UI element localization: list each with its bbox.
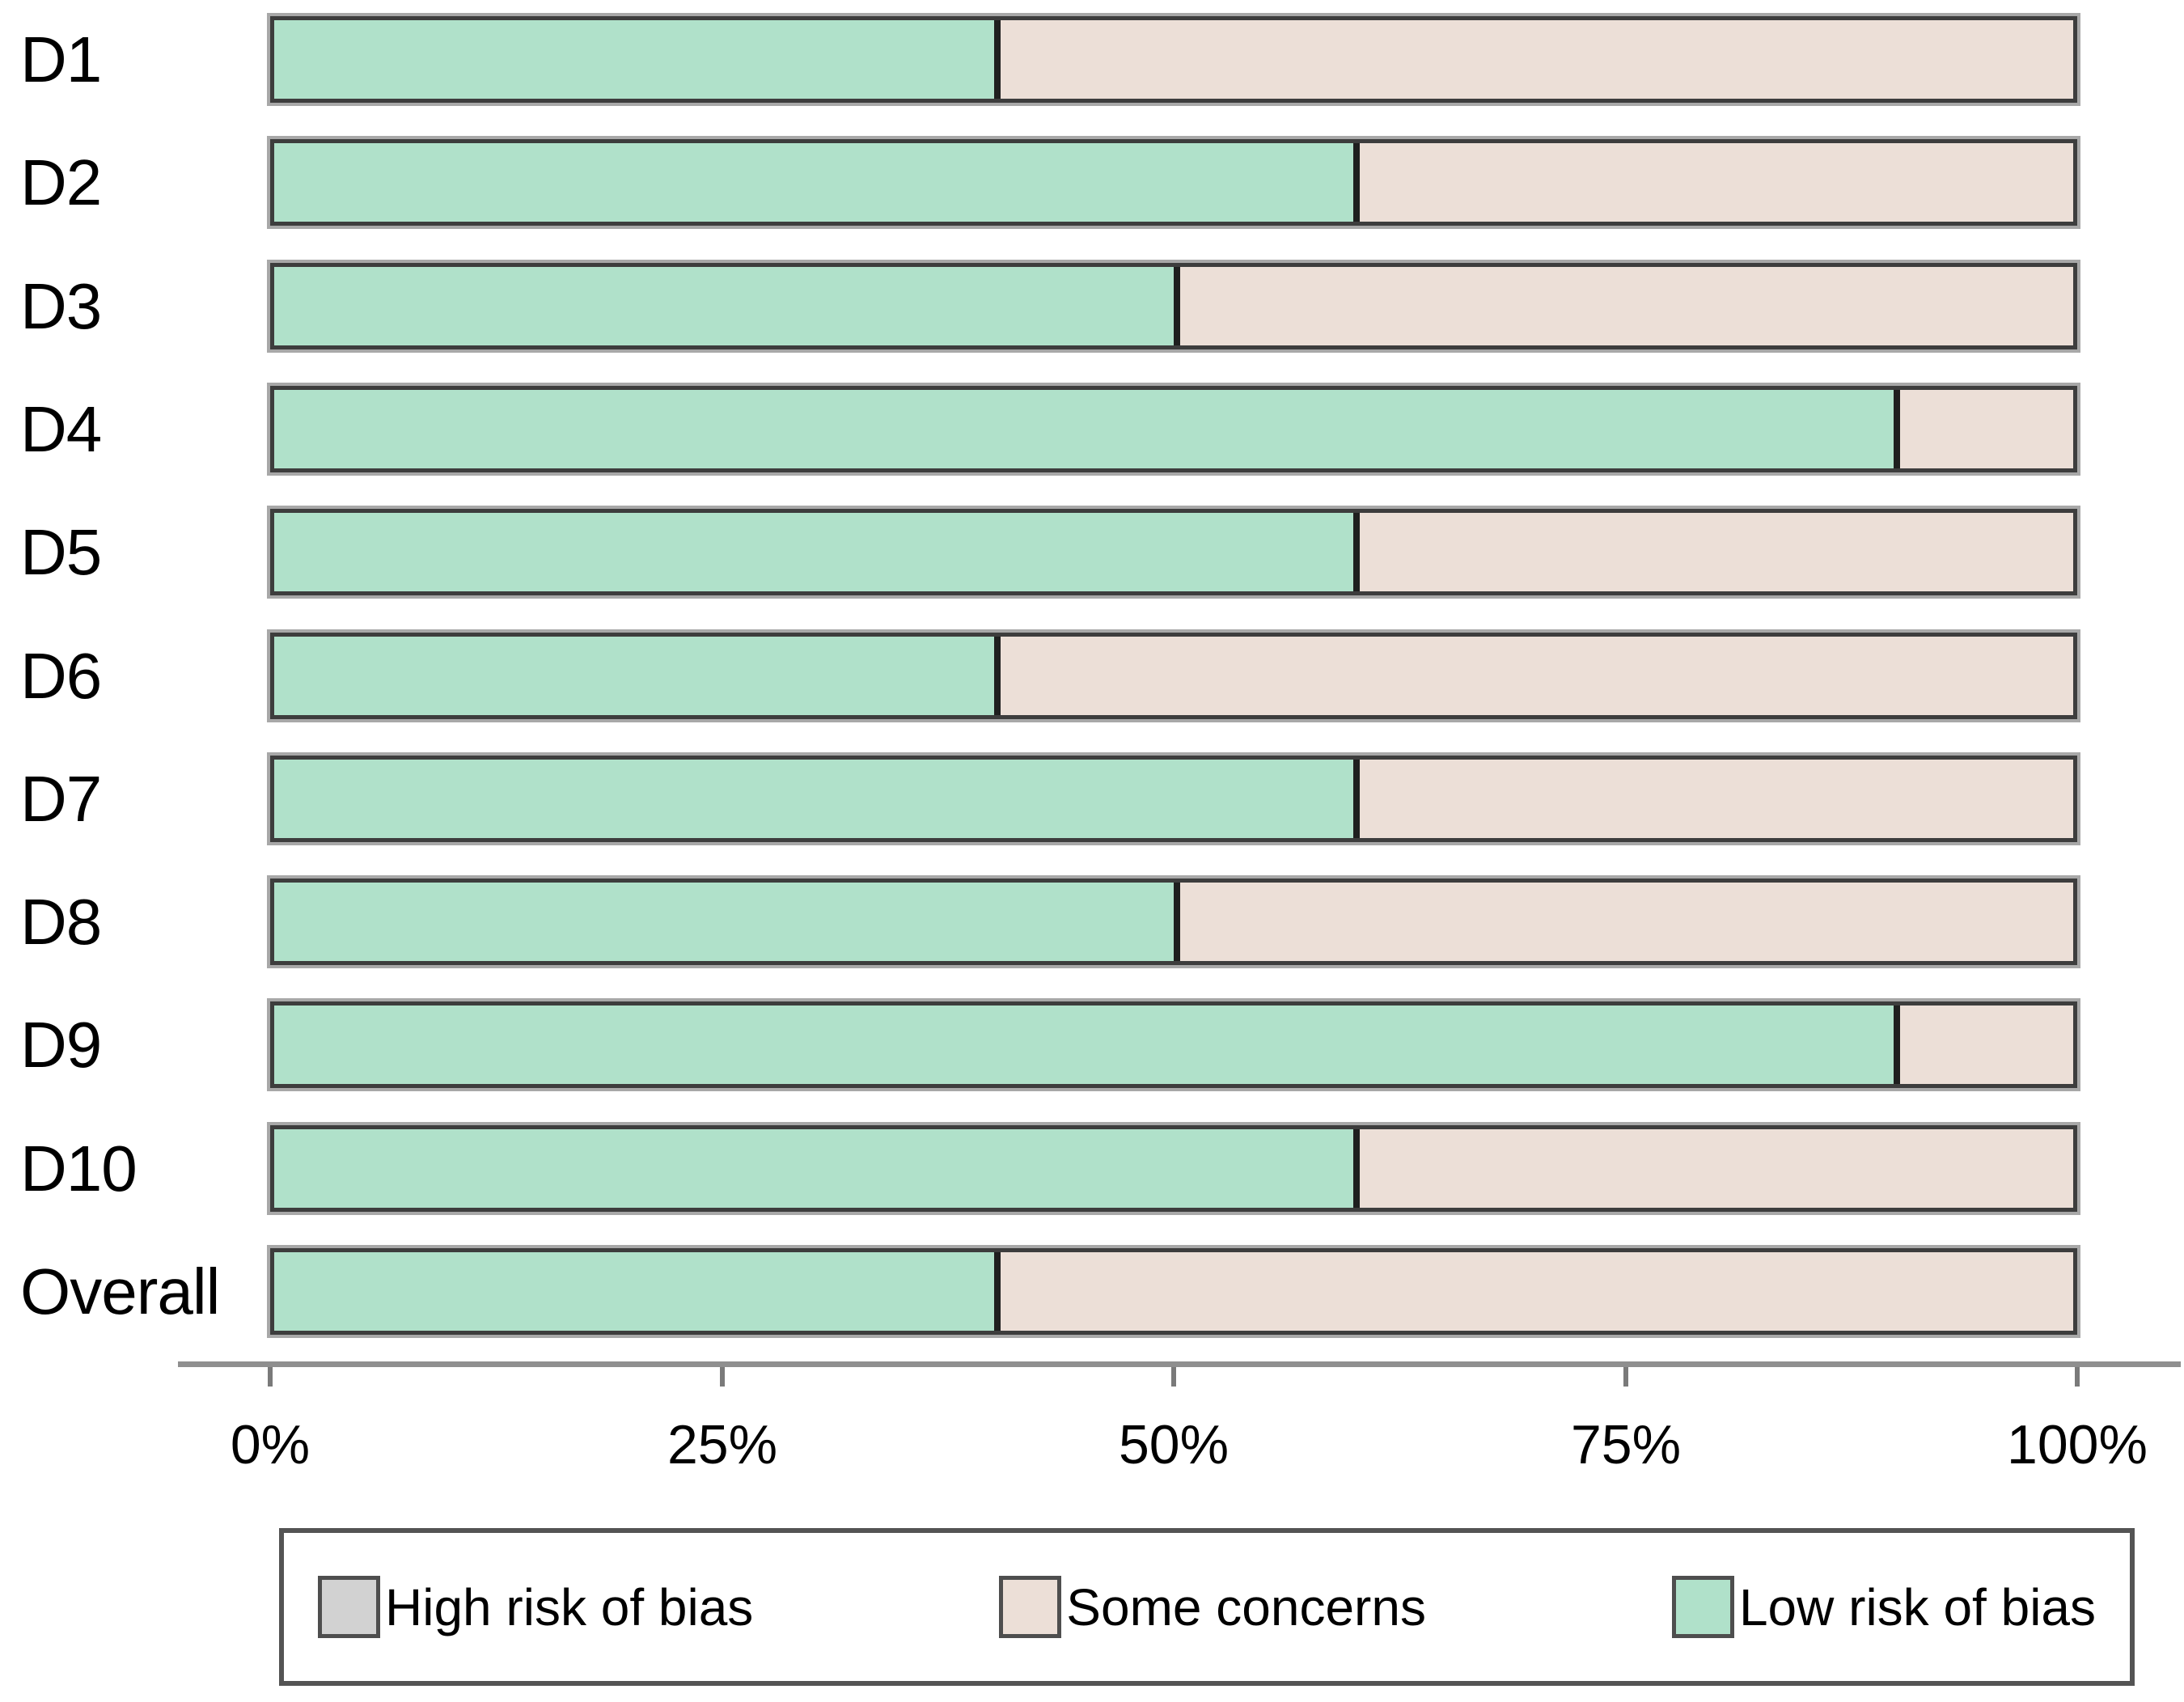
bar-segment-low-risk-of-bias — [274, 1252, 994, 1331]
bar-segment-some-concerns — [1353, 1129, 2073, 1208]
bar-segment-low-risk-of-bias — [274, 513, 1354, 591]
x-axis-tick-label: 75% — [1570, 1414, 1682, 1475]
bar-track — [270, 1001, 2077, 1088]
bar-row: D8 — [0, 879, 2184, 965]
bar-segment-low-risk-of-bias — [274, 390, 1894, 468]
bar-track — [270, 139, 2077, 226]
x-axis-tick-label: 0% — [230, 1414, 311, 1475]
legend-item-label: Some concerns — [1066, 1577, 1426, 1636]
bar-track — [270, 1125, 2077, 1212]
bar-segment-low-risk-of-bias — [274, 20, 994, 99]
bar-row: D9 — [0, 1001, 2184, 1088]
x-axis-tick — [268, 1367, 273, 1387]
legend-swatch-high-risk-of-bias — [318, 1576, 380, 1638]
bar-segment-low-risk-of-bias — [274, 1129, 1354, 1208]
bar-track — [270, 1248, 2077, 1335]
bar-segment-some-concerns — [993, 20, 2073, 99]
bar-row: D2 — [0, 139, 2184, 226]
legend-swatch-some-concerns — [999, 1576, 1062, 1638]
x-axis-tick — [2075, 1367, 2080, 1387]
bar-track — [270, 386, 2077, 472]
category-label: D2 — [20, 146, 102, 218]
bar-row: D7 — [0, 756, 2184, 842]
bar-track — [270, 756, 2077, 842]
bar-row: D10 — [0, 1125, 2184, 1212]
category-label: D8 — [20, 885, 102, 958]
bar-track — [270, 633, 2077, 719]
category-label: D6 — [20, 639, 102, 712]
x-axis-tick-label: 50% — [1118, 1414, 1230, 1475]
legend-item-some-concerns: Some concerns — [999, 1576, 1426, 1638]
x-axis-tick-label: 100% — [2007, 1414, 2148, 1475]
legend-item-low-risk-of-bias: Low risk of bias — [1671, 1576, 2096, 1638]
category-label: D9 — [20, 1008, 102, 1081]
legend-item-label: High risk of bias — [385, 1577, 754, 1636]
x-axis-tick — [1171, 1367, 1176, 1387]
bar-segment-low-risk-of-bias — [274, 143, 1354, 222]
bar-track — [270, 509, 2077, 595]
legend: High risk of bias Some concerns Low risk o… — [279, 1528, 2135, 1686]
bar-segment-some-concerns — [1353, 760, 2073, 838]
bar-segment-some-concerns — [1893, 1006, 2073, 1084]
bar-track — [270, 263, 2077, 349]
bar-segment-some-concerns — [993, 637, 2073, 715]
bar-row: D5 — [0, 509, 2184, 595]
x-axis-tick — [1623, 1367, 1628, 1387]
bar-row: D1 — [0, 16, 2184, 103]
bar-segment-low-risk-of-bias — [274, 760, 1354, 838]
category-label: D5 — [20, 515, 102, 588]
bar-track — [270, 879, 2077, 965]
x-axis-line — [178, 1361, 2181, 1367]
x-axis-tick-label: 25% — [667, 1414, 778, 1475]
bar-row: D4 — [0, 386, 2184, 472]
bar-row: Overall — [0, 1248, 2184, 1335]
bar-segment-low-risk-of-bias — [274, 1006, 1894, 1084]
category-label: D3 — [20, 269, 102, 342]
category-label: D7 — [20, 762, 102, 835]
bar-segment-some-concerns — [1174, 883, 2073, 961]
category-label: D4 — [20, 392, 102, 465]
legend-item-label: Low risk of bias — [1738, 1577, 2096, 1636]
bar-segment-low-risk-of-bias — [274, 267, 1174, 345]
bar-segment-some-concerns — [1893, 390, 2073, 468]
bar-row: D6 — [0, 633, 2184, 719]
x-axis-tick — [720, 1367, 725, 1387]
bar-segment-some-concerns — [1353, 513, 2073, 591]
category-label: D1 — [20, 23, 102, 95]
category-label: Overall — [20, 1255, 220, 1327]
bar-row: D3 — [0, 263, 2184, 349]
bar-segment-low-risk-of-bias — [274, 883, 1174, 961]
bar-segment-some-concerns — [1174, 267, 2073, 345]
bar-track — [270, 16, 2077, 103]
category-label: D10 — [20, 1132, 138, 1205]
legend-swatch-low-risk-of-bias — [1671, 1576, 1734, 1638]
bar-segment-some-concerns — [993, 1252, 2073, 1331]
bar-segment-some-concerns — [1353, 143, 2073, 222]
bar-segment-low-risk-of-bias — [274, 637, 994, 715]
legend-item-high-risk-of-bias: High risk of bias — [318, 1576, 753, 1638]
